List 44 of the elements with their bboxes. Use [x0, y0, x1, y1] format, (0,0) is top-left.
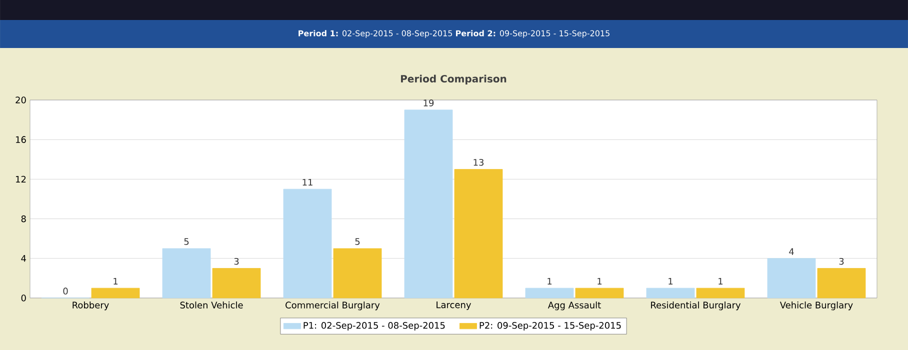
x-tick-label: Vehicle Burglary [780, 302, 853, 310]
bar [696, 288, 745, 298]
bar [283, 188, 332, 298]
data-label: 1 [598, 278, 602, 285]
data-label: 0 [63, 288, 68, 294]
y-tick-label: 16 [16, 136, 26, 143]
data-label: 13 [474, 158, 484, 166]
data-label: 11 [302, 179, 312, 186]
x-tick-label: Agg Assault [548, 302, 601, 310]
bar [404, 110, 453, 298]
data-label: 5 [355, 238, 360, 245]
bar [646, 288, 695, 298]
y-tick-label: 4 [21, 255, 26, 262]
y-tick-label: 0 [21, 294, 26, 302]
bar [212, 268, 261, 298]
data-label: 19 [424, 100, 434, 106]
bar [525, 288, 574, 298]
bar [91, 288, 140, 298]
y-tick-label: 12 [16, 176, 26, 183]
bar [767, 258, 816, 298]
bar [454, 169, 503, 298]
bar [162, 248, 211, 298]
x-tick-label: Robbery [72, 302, 109, 310]
chart-title: Period Comparison [401, 74, 506, 84]
y-tick-label: 20 [16, 96, 26, 104]
x-tick-label: Stolen Vehicle [180, 302, 243, 308]
data-label: 3 [839, 258, 844, 265]
y-tick-label: 8 [21, 215, 26, 222]
chart-subtitle: Period 1: 02-Sep-2015 - 08-Sep-2015 Period 2: 09-Sep-2015 - 15-Sep-2015 [298, 30, 610, 38]
data-label: 1 [114, 278, 118, 285]
data-label: 1 [548, 278, 552, 285]
data-label: 5 [184, 238, 189, 245]
x-tick-label: Larceny [436, 302, 472, 310]
data-label: 1 [718, 278, 723, 285]
bar [575, 288, 624, 298]
data-label: 3 [234, 258, 239, 265]
data-label: 1 [668, 278, 673, 285]
bar [333, 248, 382, 298]
data-label: 4 [789, 248, 794, 255]
legend-label: P2: 09-Sep-2015 - 15-Sep-2015 [480, 322, 621, 331]
bar [817, 268, 866, 298]
legend-label: P1: 02-Sep-2015 - 08-Sep-2015 [304, 322, 445, 331]
x-tick-label: Residential Burglary [651, 302, 741, 310]
x-tick-label: Commercial Burglary [286, 302, 380, 310]
